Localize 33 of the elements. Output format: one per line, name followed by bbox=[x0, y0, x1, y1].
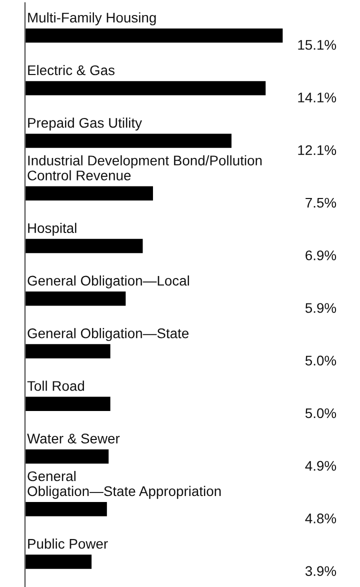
data-label: 4.8% bbox=[305, 514, 336, 524]
bar bbox=[25, 344, 110, 358]
bar bbox=[25, 81, 266, 96]
data-label: 12.1% bbox=[298, 145, 336, 155]
y-tick-label: Prepaid Gas Utility bbox=[28, 118, 142, 131]
data-label: 5.0% bbox=[305, 408, 336, 418]
y-tick-label: Multi-Family Housing bbox=[28, 12, 156, 26]
data-label: 5.9% bbox=[305, 303, 336, 313]
y-tick-label: General Obligation—State Appropriation bbox=[28, 470, 221, 499]
data-label: 14.1% bbox=[298, 92, 336, 102]
bar bbox=[25, 134, 232, 148]
bar bbox=[25, 554, 92, 569]
y-tick-label: Electric & Gas bbox=[28, 64, 114, 76]
data-label: 7.5% bbox=[306, 198, 336, 208]
data-label: 6.9% bbox=[306, 250, 336, 260]
y-tick-label: Water & Sewer bbox=[27, 434, 120, 444]
bar bbox=[25, 502, 107, 516]
y-tick-label: General Obligation—Local bbox=[28, 275, 189, 288]
y-tick-label: Industrial Development Bond/Pollution Control Revenue bbox=[28, 155, 262, 180]
bar bbox=[25, 292, 126, 306]
data-label: 3.9% bbox=[305, 566, 336, 576]
y-tick-label: General Obligation—State bbox=[28, 328, 189, 342]
bar bbox=[25, 28, 283, 43]
bar bbox=[25, 238, 143, 254]
bar bbox=[25, 186, 153, 201]
data-label: 4.9% bbox=[305, 460, 336, 471]
y-tick-label: Hospital bbox=[28, 222, 76, 236]
bar bbox=[25, 449, 109, 464]
data-label: 15.1% bbox=[298, 40, 336, 50]
y-tick-label: Toll Road bbox=[27, 380, 84, 391]
y-tick-label: Public Power bbox=[28, 538, 108, 549]
bar bbox=[25, 396, 110, 411]
data-label: 5.0% bbox=[305, 356, 336, 366]
